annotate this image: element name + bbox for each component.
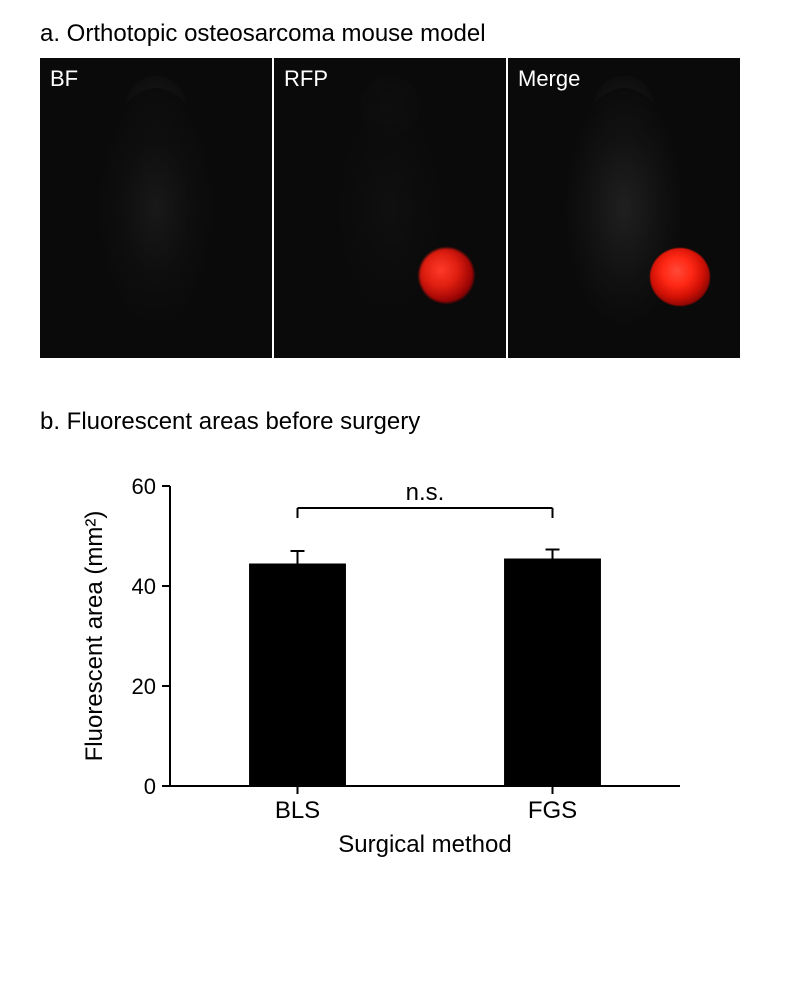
bar [249,564,346,787]
image-rfp: RFP [274,58,506,358]
category-label: BLS [275,797,320,824]
tumor-signal-merge [650,248,710,306]
x-axis-label: Surgical method [338,831,511,858]
ytick-label: 20 [132,674,156,699]
ytick-label: 60 [132,474,156,499]
image-bf-label: BF [50,66,78,92]
ytick-label: 0 [144,774,156,799]
bar [504,559,601,787]
category-label: FGS [528,797,577,824]
significance-label: n.s. [406,479,445,506]
panel-b-title: b. Fluorescent areas before surgery [40,408,760,436]
image-rfp-label: RFP [284,66,328,92]
y-axis-label: Fluorescent area (mm²) [81,511,108,762]
panel-a-images: BF RFP Merge [40,58,760,358]
bar-chart-svg: 0 20 40 60 Fluorescent area (mm²) BLS FGS Surgi… [80,446,700,866]
tumor-signal-rfp [419,248,474,303]
image-merge: Merge [508,58,740,358]
figure-root: a. Orthotopic osteosarcoma mouse model B… [0,0,800,856]
mouse-body-shape [96,88,216,328]
image-bf: BF [40,58,272,358]
image-merge-label: Merge [518,66,580,92]
panel-a-title: a. Orthotopic osteosarcoma mouse model [40,20,760,48]
panel-b-chart: 0204060Fluorescent area (mm²)BLSFGSSurgi… [80,446,700,826]
ytick-label: 40 [132,574,156,599]
